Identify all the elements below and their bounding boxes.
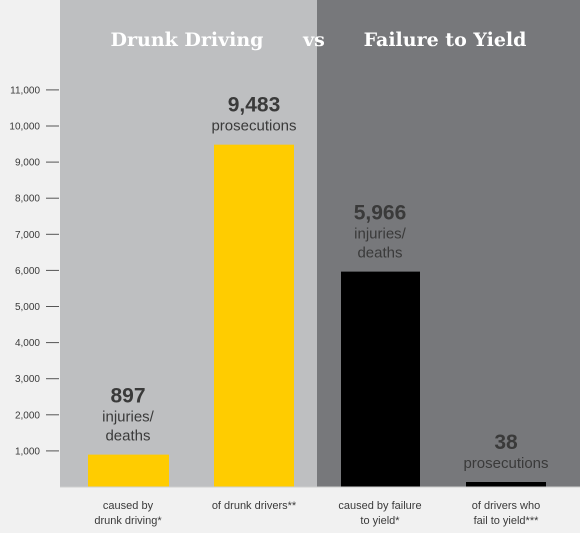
- bar-3: [466, 482, 546, 487]
- category-label: drunk driving*: [94, 515, 162, 527]
- bar-1: [214, 144, 294, 487]
- y-tick-label: 11,000: [10, 85, 40, 96]
- y-tick-label: 5,000: [15, 302, 40, 313]
- vs-label: vs: [302, 29, 325, 51]
- y-tick-label: 7,000: [15, 230, 40, 241]
- bar-description-label: injuries/: [102, 409, 155, 426]
- bar-description-label: deaths: [105, 428, 150, 445]
- category-label: caused by: [103, 500, 154, 512]
- category-label: fail to yield***: [474, 515, 540, 527]
- bar-value-label: 5,966: [354, 202, 407, 225]
- y-tick-label: 4,000: [15, 338, 40, 349]
- bar-2: [341, 271, 420, 487]
- y-axis: 1,000 2,000 3,000 4,000 5,000 6,000 7,000 8,000…: [9, 85, 59, 457]
- bar-value-label: 9,483: [228, 94, 281, 117]
- bar-description-label: prosecutions: [211, 118, 296, 135]
- failure-to-yield-title: Failure to Yield: [364, 29, 527, 51]
- y-tick-label: 10,000: [9, 122, 40, 133]
- drunk-driving-title: Drunk Driving: [111, 29, 264, 51]
- bar-description-label: deaths: [357, 245, 402, 262]
- bar-0: [88, 454, 169, 487]
- bar-value-label: 38: [494, 431, 518, 454]
- y-tick-label: 6,000: [15, 266, 40, 277]
- category-label: of drunk drivers**: [212, 500, 297, 512]
- bar-description-label: prosecutions: [463, 455, 548, 472]
- bar-value-label: 897: [110, 385, 145, 408]
- category-label: caused by failure: [338, 500, 421, 512]
- category-label: of drivers who: [472, 500, 540, 512]
- category-label: to yield*: [360, 515, 400, 527]
- bar-description-label: injuries/: [354, 226, 407, 243]
- y-tick-label: 2,000: [15, 410, 40, 421]
- y-tick-label: 1,000: [15, 446, 40, 457]
- y-tick-label: 3,000: [15, 374, 40, 385]
- y-tick-label: 8,000: [15, 194, 40, 205]
- y-tick-label: 9,000: [15, 158, 40, 169]
